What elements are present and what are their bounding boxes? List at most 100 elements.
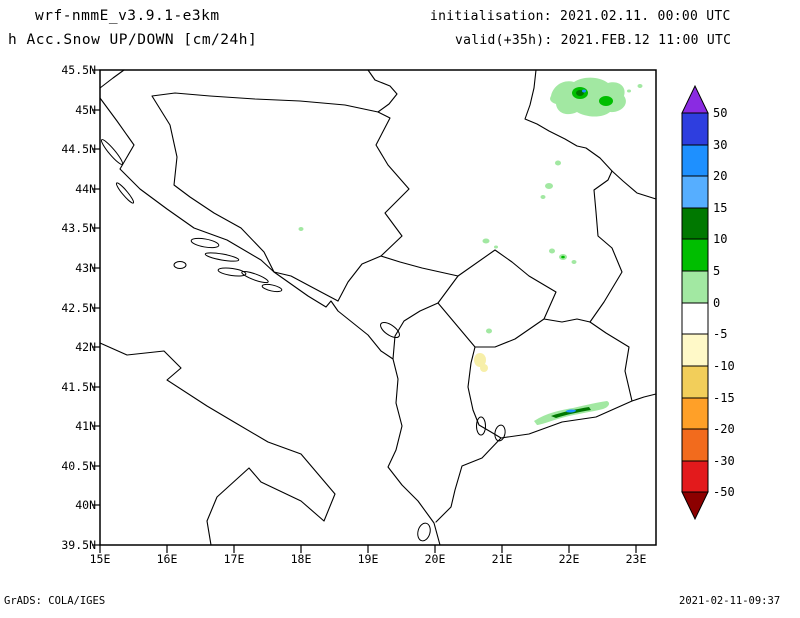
border-greece-bulgaria	[631, 393, 657, 402]
init-time: initialisation: 2021.02.11. 00:00 UTC	[430, 9, 731, 24]
lon-tick-label: 17E	[224, 552, 245, 566]
island-brac	[190, 237, 220, 249]
island-kornati	[115, 182, 135, 204]
lake-skadar	[380, 321, 400, 339]
island-korcula	[217, 267, 247, 277]
snow-speck	[540, 195, 546, 199]
snow-speck	[549, 248, 555, 254]
border-serbia-romania	[524, 69, 613, 172]
map-lines	[99, 69, 657, 546]
lat-tick-label: 43N	[75, 261, 96, 275]
colorbar-segment	[681, 302, 709, 335]
lat-ticks	[92, 69, 100, 546]
colorbar-segment	[681, 460, 709, 493]
lon-ticks	[99, 545, 637, 553]
colorbar-segment	[681, 238, 709, 272]
lat-tick-label: 44.5N	[61, 142, 96, 156]
colorbar: 50 30 20 15 10 5 0 -5 -10 -15 -20 -30 -5…	[681, 84, 735, 521]
lat-tick-label: 40.5N	[61, 459, 96, 473]
lon-tick-label: 23E	[626, 552, 647, 566]
border-albania-greece	[435, 437, 502, 523]
snow-core	[561, 255, 565, 259]
lon-tick-label: 22E	[559, 552, 580, 566]
lake-prespa	[494, 424, 506, 442]
border-slovenia-croatia	[99, 69, 125, 89]
grads-credit: GrADS: COLA/IGES	[4, 595, 105, 607]
colorbar-labels: 50 30 20 15 10 5 0 -5 -10 -15 -20 -30 -5…	[713, 106, 735, 499]
island-pag	[100, 139, 124, 165]
colorbar-label: 5	[713, 264, 720, 278]
colorbar-segment	[681, 365, 709, 399]
melt-patch	[474, 353, 486, 367]
colorbar-label: 10	[713, 232, 727, 246]
lat-tick-label: 40N	[75, 498, 96, 512]
valid-time: valid(+35h): 2021.FEB.12 11:00 UTC	[455, 33, 731, 48]
map-frame-group: 45.5N 45N 44.5N 44N 43.5N 43N 42.5N 42N …	[61, 63, 657, 566]
lake-ohrid	[476, 416, 486, 436]
lat-tick-label: 39.5N	[61, 538, 96, 552]
snow-streak-blue	[566, 409, 576, 413]
snow-speck	[545, 183, 553, 189]
border-drina	[375, 111, 410, 257]
colorbar-label: 50	[713, 106, 727, 120]
snow-speck	[555, 160, 561, 166]
snow-speck	[482, 238, 490, 244]
melt-patch	[480, 364, 488, 372]
border-montenegro-serbia	[380, 255, 459, 277]
snow-shading	[298, 77, 643, 425]
colorbar-arrow-down	[681, 491, 709, 521]
colorbar-label: -5	[713, 327, 727, 341]
border-croatia-serbia-bosnia	[151, 69, 398, 273]
snow-core	[599, 96, 613, 106]
lat-tick-label: 42.5N	[61, 301, 96, 315]
peninsula-peljesac	[241, 270, 269, 284]
border-macedonia-serbia	[543, 318, 591, 323]
lon-labels: 15E 16E 17E 18E 19E 20E 21E 22E 23E	[90, 552, 647, 566]
product-name: h Acc.Snow UP/DOWN [cm/24h]	[8, 32, 257, 48]
lat-labels: 45.5N 45N 44.5N 44N 43.5N 43N 42.5N 42N …	[61, 63, 96, 552]
lat-tick-label: 44N	[75, 182, 96, 196]
border-romania-bulgaria	[611, 170, 657, 200]
colorbar-segment	[681, 270, 709, 304]
snow-speck	[298, 227, 304, 231]
snow-speck	[494, 245, 498, 249]
island-corfu	[417, 522, 431, 542]
snow-speck	[637, 84, 643, 88]
coastline-italy	[99, 342, 336, 546]
lat-tick-label: 41N	[75, 419, 96, 433]
colorbar-label: -20	[713, 422, 735, 436]
border-montenegro-albania	[392, 302, 439, 360]
lon-tick-label: 15E	[90, 552, 111, 566]
border-kosovo	[437, 249, 557, 348]
border-albania-macedonia	[467, 346, 502, 439]
lon-tick-label: 16E	[157, 552, 178, 566]
lat-tick-label: 41.5N	[61, 380, 96, 394]
lon-tick-label: 20E	[425, 552, 446, 566]
island-mljet	[261, 283, 283, 293]
plot-timestamp: 2021-02-11-09:37	[679, 595, 780, 607]
border-croatia-bosnia-south	[273, 271, 339, 302]
lon-tick-label: 19E	[358, 552, 379, 566]
colorbar-label: -15	[713, 391, 735, 405]
colorbar-label: -50	[713, 485, 735, 499]
lat-tick-label: 42N	[75, 340, 96, 354]
colorbar-segment	[681, 175, 709, 209]
island-hvar	[204, 252, 240, 262]
colorbar-segment	[681, 397, 709, 430]
border-serbia-bulgaria	[589, 170, 623, 323]
lon-tick-label: 21E	[492, 552, 513, 566]
lon-tick-label: 18E	[291, 552, 312, 566]
border-macedonia-greece	[500, 400, 633, 439]
border-macedonia-bulgaria	[589, 321, 633, 402]
island-vis	[173, 261, 187, 269]
snow-patch-ne	[550, 77, 626, 117]
colorbar-segment	[681, 144, 709, 177]
colorbar-label: 30	[713, 138, 727, 152]
colorbar-label: 0	[713, 296, 720, 310]
colorbar-label: 20	[713, 169, 727, 183]
snow-core-dark	[576, 90, 584, 96]
snow-speck	[627, 89, 631, 93]
snow-core-blue	[582, 89, 586, 93]
